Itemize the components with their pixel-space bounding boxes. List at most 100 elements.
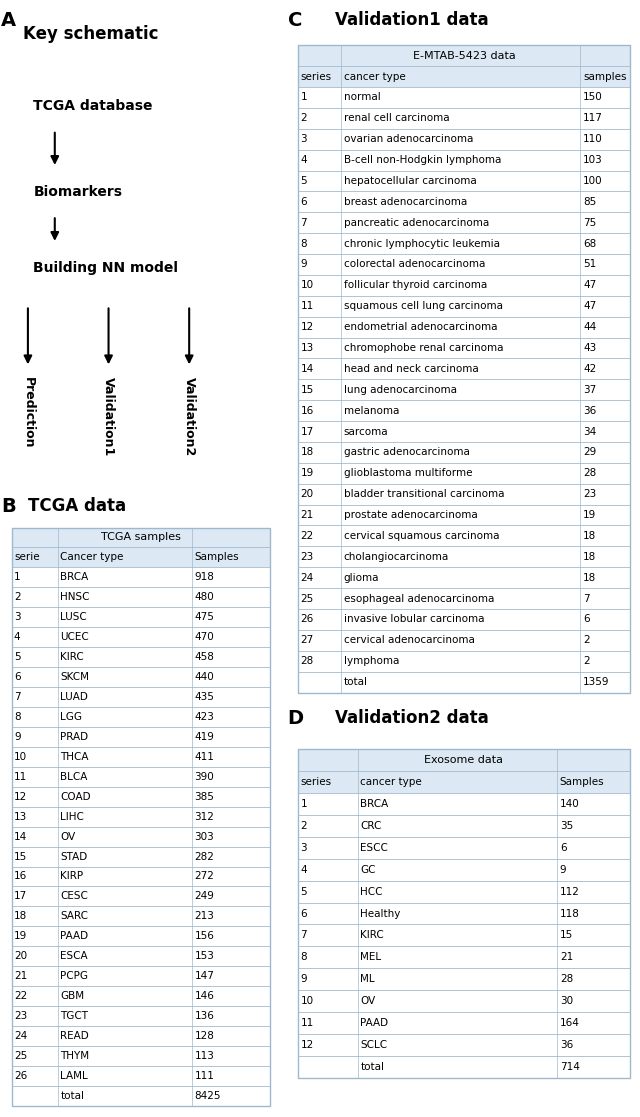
- Bar: [298, 567, 630, 589]
- Text: 128: 128: [195, 1031, 214, 1041]
- Text: 6: 6: [14, 672, 20, 682]
- Text: 28: 28: [560, 974, 573, 984]
- Text: normal: normal: [344, 93, 380, 103]
- Text: 150: 150: [583, 93, 603, 103]
- Text: 9: 9: [301, 259, 307, 269]
- Bar: [298, 651, 630, 671]
- Text: 440: 440: [195, 672, 214, 682]
- Text: 15: 15: [14, 851, 27, 861]
- Bar: [298, 925, 630, 946]
- Bar: [298, 609, 630, 630]
- Text: 18: 18: [14, 911, 27, 922]
- Text: 19: 19: [583, 510, 596, 521]
- Text: 2: 2: [14, 592, 20, 602]
- Text: 11: 11: [14, 772, 27, 782]
- Text: 3: 3: [14, 612, 20, 622]
- Text: 1: 1: [301, 93, 307, 103]
- Text: Prediction: Prediction: [21, 376, 35, 448]
- Bar: [298, 317, 630, 337]
- Text: 44: 44: [583, 322, 596, 332]
- Text: 4: 4: [14, 632, 20, 642]
- Text: 419: 419: [195, 732, 214, 742]
- Text: series: series: [301, 776, 332, 786]
- Text: A: A: [1, 11, 16, 30]
- Text: glioblastoma multiforme: glioblastoma multiforme: [344, 468, 472, 478]
- Bar: [298, 793, 630, 814]
- Text: 35: 35: [560, 821, 573, 831]
- Text: 2: 2: [301, 821, 307, 831]
- Text: ESCA: ESCA: [60, 952, 88, 962]
- Text: cancer type: cancer type: [344, 71, 406, 82]
- Bar: [12, 887, 270, 906]
- Bar: [298, 442, 630, 462]
- Text: Validation1: Validation1: [102, 376, 115, 456]
- Text: 18: 18: [301, 448, 314, 458]
- Text: 480: 480: [195, 592, 214, 602]
- Text: 458: 458: [195, 652, 214, 662]
- Bar: [12, 647, 270, 667]
- Text: 213: 213: [195, 911, 214, 922]
- Text: 303: 303: [195, 832, 214, 841]
- Bar: [12, 707, 270, 727]
- Bar: [298, 903, 630, 925]
- Text: 21: 21: [301, 510, 314, 521]
- Text: 25: 25: [14, 1051, 27, 1061]
- Bar: [298, 275, 630, 296]
- Text: 112: 112: [560, 887, 580, 897]
- Bar: [12, 786, 270, 806]
- Bar: [12, 1086, 270, 1106]
- Bar: [12, 588, 270, 608]
- Text: cervical adenocarcinoma: cervical adenocarcinoma: [344, 636, 475, 646]
- Bar: [298, 1034, 630, 1057]
- Text: 1: 1: [301, 799, 307, 809]
- Text: 24: 24: [14, 1031, 27, 1041]
- Bar: [12, 667, 270, 687]
- Text: 22: 22: [301, 531, 314, 541]
- Bar: [12, 827, 270, 847]
- Text: 12: 12: [301, 1040, 314, 1050]
- Text: 11: 11: [301, 1019, 314, 1029]
- Text: THCA: THCA: [60, 752, 89, 762]
- Text: 85: 85: [583, 197, 596, 207]
- Text: BRCA: BRCA: [60, 572, 88, 582]
- Text: 16: 16: [14, 871, 27, 881]
- Text: 8: 8: [301, 953, 307, 963]
- Bar: [298, 46, 630, 66]
- Bar: [298, 630, 630, 651]
- Text: 28: 28: [301, 656, 314, 666]
- Text: 28: 28: [583, 468, 596, 478]
- Bar: [298, 484, 630, 505]
- Text: 30: 30: [560, 996, 573, 1006]
- Bar: [298, 421, 630, 442]
- Bar: [12, 906, 270, 926]
- Text: 17: 17: [301, 427, 314, 437]
- Text: endometrial adenocarcinoma: endometrial adenocarcinoma: [344, 322, 497, 332]
- Text: ovarian adenocarcinoma: ovarian adenocarcinoma: [344, 134, 473, 144]
- Text: series: series: [301, 71, 332, 82]
- Text: 23: 23: [14, 1011, 27, 1021]
- Text: 8425: 8425: [195, 1091, 221, 1101]
- Text: 10: 10: [14, 752, 27, 762]
- Bar: [12, 1066, 270, 1086]
- Text: cholangiocarcinoma: cholangiocarcinoma: [344, 552, 449, 562]
- Text: 13: 13: [14, 812, 27, 822]
- Text: BLCA: BLCA: [60, 772, 88, 782]
- Bar: [12, 806, 270, 827]
- Text: 51: 51: [583, 259, 596, 269]
- Text: MEL: MEL: [360, 953, 381, 963]
- Text: 68: 68: [583, 239, 596, 249]
- Text: 111: 111: [195, 1071, 214, 1081]
- Text: 10: 10: [301, 996, 314, 1006]
- Text: hepatocellular carcinoma: hepatocellular carcinoma: [344, 176, 476, 185]
- Text: 2: 2: [583, 656, 589, 666]
- Text: 312: 312: [195, 812, 214, 822]
- Bar: [12, 766, 270, 786]
- Text: LUAD: LUAD: [60, 693, 88, 701]
- Bar: [298, 671, 630, 693]
- Text: 20: 20: [14, 952, 27, 962]
- Text: HCC: HCC: [360, 887, 383, 897]
- Text: 21: 21: [14, 971, 27, 981]
- Bar: [298, 525, 630, 546]
- Text: head and neck carcinoma: head and neck carcinoma: [344, 364, 479, 374]
- Text: 24: 24: [301, 573, 314, 583]
